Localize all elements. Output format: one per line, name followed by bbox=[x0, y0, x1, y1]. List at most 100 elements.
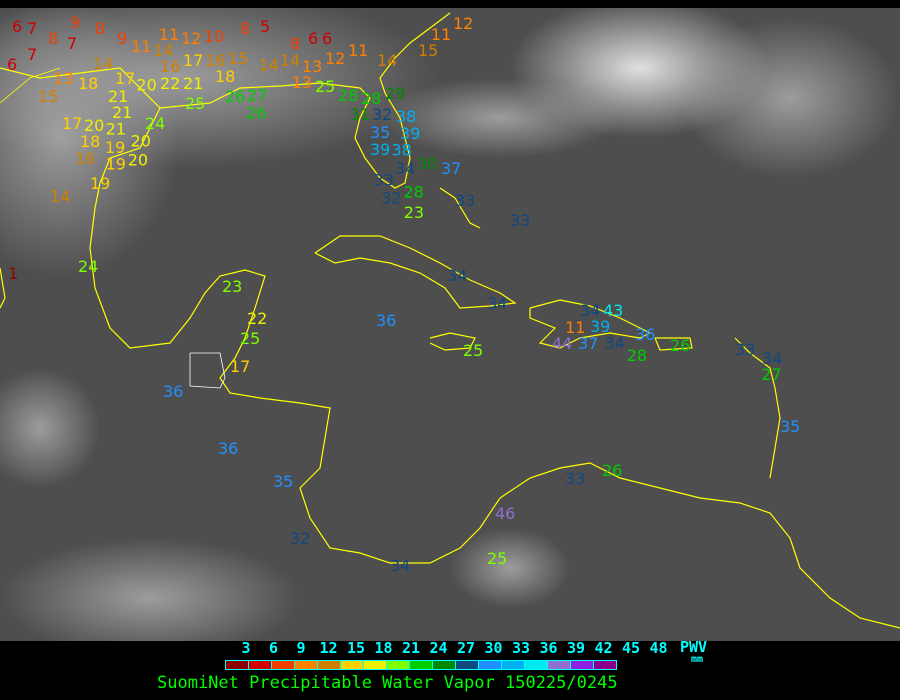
legend-swatch bbox=[502, 661, 525, 669]
station-pwv-label: 14 bbox=[280, 51, 300, 70]
station-pwv-label: 36 bbox=[635, 325, 655, 344]
station-pwv-label: 11 bbox=[159, 25, 179, 44]
station-pwv-label: 9 bbox=[117, 29, 127, 48]
legend-swatch bbox=[548, 661, 571, 669]
station-pwv-label: 28 bbox=[338, 86, 358, 105]
station-pwv-label: 39 bbox=[370, 140, 390, 159]
station-pwv-label: 28 bbox=[404, 183, 424, 202]
station-pwv-label: 13 bbox=[53, 69, 73, 88]
station-pwv-label: 32 bbox=[381, 189, 401, 208]
station-pwv-label: 12 bbox=[181, 29, 201, 48]
station-pwv-label: 8 bbox=[240, 19, 250, 38]
station-pwv-label: 12 bbox=[325, 49, 345, 68]
legend-tick: 18 bbox=[374, 639, 393, 657]
station-pwv-label: 12 bbox=[453, 14, 473, 33]
station-pwv-label: 46 bbox=[495, 504, 515, 523]
station-pwv-label: 16 bbox=[75, 149, 95, 168]
station-pwv-label: 15 bbox=[38, 87, 58, 106]
station-pwv-label: 5 bbox=[260, 17, 270, 36]
station-pwv-label: 34 bbox=[762, 349, 782, 368]
station-pwv-label: 33 bbox=[374, 170, 394, 189]
station-pwv-label: 7 bbox=[67, 34, 77, 53]
station-pwv-label: 34 bbox=[487, 294, 507, 313]
station-pwv-label: 34 bbox=[580, 301, 600, 320]
pwv-legend: 3 6 9 12 15 18 21 24 27 30 33 36 39 42 45 48 PWV mm Suo… bbox=[0, 638, 900, 700]
station-pwv-label: 39 bbox=[400, 124, 420, 143]
station-pwv-label: 33 bbox=[510, 211, 530, 230]
station-pwv-label: 19 bbox=[90, 174, 110, 193]
station-pwv-label: 18 bbox=[78, 74, 98, 93]
station-pwv-label: 20 bbox=[131, 132, 151, 151]
station-pwv-label: 11 bbox=[565, 318, 585, 337]
station-pwv-label: 20 bbox=[84, 116, 104, 135]
legend-tick: 39 bbox=[566, 639, 586, 657]
station-pwv-label: 8 bbox=[95, 19, 105, 38]
station-pwv-label: 1 bbox=[8, 264, 18, 283]
legend-swatch bbox=[525, 661, 548, 669]
legend-swatch bbox=[341, 661, 364, 669]
station-pwv-label: 27 bbox=[761, 365, 781, 384]
legend-swatch bbox=[226, 661, 249, 669]
station-pwv-label: 37 bbox=[441, 159, 461, 178]
station-pwv-label: 21 bbox=[108, 87, 128, 106]
legend-tick: 30 bbox=[484, 639, 503, 657]
station-pwv-label: 15 bbox=[418, 41, 438, 60]
station-pwv-label: 22 bbox=[247, 309, 267, 328]
station-pwv-label: 7 bbox=[27, 19, 37, 38]
station-pwv-label: 6 bbox=[12, 17, 22, 36]
legend-swatch bbox=[272, 661, 295, 669]
station-pwv-label: 28 bbox=[627, 346, 647, 365]
legend-swatch bbox=[249, 661, 272, 669]
station-pwv-label: 24 bbox=[78, 257, 98, 276]
legend-swatch bbox=[318, 661, 341, 669]
station-pwv-label: 21 bbox=[112, 103, 132, 122]
station-pwv-label: 36 bbox=[376, 311, 396, 330]
map-title: SuomiNet Precipitable Water Vapor 150225… bbox=[157, 673, 618, 693]
station-pwv-label: 23 bbox=[222, 277, 242, 296]
station-pwv-label: 7 bbox=[27, 45, 37, 64]
station-pwv-label: 25 bbox=[240, 329, 260, 348]
station-pwv-label: 20 bbox=[128, 150, 148, 169]
station-pwv-label: 25 bbox=[185, 94, 205, 113]
legend-tick: 12 bbox=[319, 639, 338, 657]
station-pwv-label: 27 bbox=[247, 86, 267, 105]
station-pwv-label: 36 bbox=[218, 439, 238, 458]
station-pwv-label: 31 bbox=[350, 105, 370, 124]
station-pwv-label: 22 bbox=[160, 74, 180, 93]
station-pwv-label: 8 bbox=[290, 34, 300, 53]
station-pwv-label: 32 bbox=[290, 529, 310, 548]
legend-swatch bbox=[364, 661, 387, 669]
station-pwv-label: 33 bbox=[565, 469, 585, 488]
legend-tick: 45 bbox=[621, 639, 641, 657]
station-pwv-label: 34 bbox=[390, 556, 410, 575]
station-pwv-label: 17 bbox=[230, 357, 250, 376]
cloud-layer bbox=[0, 8, 900, 641]
legend-swatch bbox=[433, 661, 456, 669]
station-pwv-label: 6 bbox=[308, 29, 318, 48]
legend-swatch bbox=[479, 661, 502, 669]
station-pwv-label: 30 bbox=[417, 154, 437, 173]
station-pwv-label: 26 bbox=[225, 87, 245, 106]
station-pwv-label: 35 bbox=[370, 123, 390, 142]
station-pwv-label: 14 bbox=[93, 54, 113, 73]
legend-tick: 9 bbox=[296, 639, 306, 657]
legend-tick: 42 bbox=[594, 639, 613, 657]
station-pwv-label: 8 bbox=[48, 29, 58, 48]
station-pwv-label: 25 bbox=[463, 341, 483, 360]
station-pwv-label: 43 bbox=[603, 301, 623, 320]
station-pwv-label: 11 bbox=[348, 41, 368, 60]
station-pwv-label: 35 bbox=[273, 472, 293, 491]
station-pwv-label: 35 bbox=[780, 417, 800, 436]
legend-swatch bbox=[571, 661, 594, 669]
legend-unit: mm bbox=[691, 654, 704, 665]
legend-swatch bbox=[387, 661, 410, 669]
station-pwv-label: 25 bbox=[487, 549, 507, 568]
station-pwv-label: 38 bbox=[396, 107, 416, 126]
legend-tick: 36 bbox=[539, 639, 558, 657]
station-pwv-label: 44 bbox=[552, 334, 572, 353]
station-pwv-label: 13 bbox=[302, 57, 322, 76]
station-pwv-label: 20 bbox=[136, 75, 156, 94]
